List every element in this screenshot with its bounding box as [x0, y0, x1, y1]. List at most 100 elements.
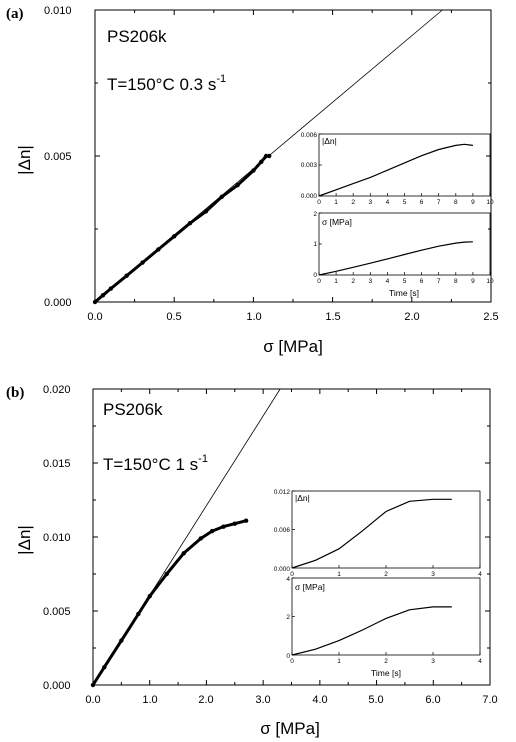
panel-b-xtick-1: 1.0 [142, 694, 157, 706]
panel-b-xtick-5: 5.0 [368, 694, 383, 706]
panel-a-inset-xtick-label: 8 [454, 278, 458, 285]
panel-b-inset-xtick-label: 4 [478, 571, 482, 578]
panel-b-data-point [181, 551, 186, 556]
panel-a-xtick-5: 2.5 [483, 311, 498, 323]
panel-a-xtick-1: 0.5 [166, 311, 181, 323]
panel-b-inset-top: |Δn| 0.012 0.006 0.000 0 1 2 3 4 [274, 489, 482, 578]
panel-a-inset-bottom-ytick-0: 0 [313, 272, 317, 279]
panel-b-label: (b) [6, 385, 24, 401]
panel-b-inset-xtick-label: 4 [478, 658, 482, 665]
panel-a-points [92, 153, 272, 305]
panel-a-condition-label: T=150°C 0.3 s-1 [107, 73, 226, 94]
panel-a-inset-xtick-label: 3 [368, 199, 372, 206]
panel-a-xtick-3: 1.5 [325, 311, 340, 323]
panel-a-ylabel: |Δn| [15, 145, 34, 175]
panel-a-data-point [140, 260, 145, 265]
panel-a-inset-bottom-xlabel: Time [s] [389, 288, 419, 298]
panel-a: (a) 0.000 0.005 0.010 0.0 0.5 1.0 1.5 2.… [6, 5, 499, 356]
panel-a-inset-xtick-label: 4 [386, 278, 390, 285]
panel-b-inset-bottom-ylabel: σ [MPa] [295, 582, 325, 592]
panel-a-data-point [172, 234, 177, 239]
panel-a-inset-top-ytick-0: 0.000 [301, 193, 318, 200]
panel-a-inset-xtick-label: 8 [454, 199, 458, 206]
panel-b-data-point [209, 528, 215, 534]
panel-b-data-point [221, 524, 226, 529]
panel-a-plot-frame [94, 9, 492, 303]
panel-a-data-point [219, 194, 224, 200]
panel-b-xtick-4: 4.0 [312, 694, 327, 706]
panel-b: (b) 0.000 0.005 0.010 0.015 0.020 0.0 1.… [6, 384, 498, 738]
panel-a-inset-bottom-ytick-1: 1 [313, 241, 317, 248]
panel-b-data-point [119, 638, 124, 643]
panel-b-data-point [90, 682, 96, 688]
panel-b-inset-top-ytick-2: 0.012 [274, 489, 291, 496]
panel-b-points [90, 518, 249, 688]
panel-b-ytick-2: 0.010 [43, 532, 71, 544]
panel-a-inset-xtick-label: 9 [471, 199, 475, 206]
panel-a-inset-xtick-label: 4 [386, 199, 390, 206]
panel-a-inset-top: |Δn| 0.006 0.003 0.000 0 1 2 3 4 5 6 7 8 9 10 [301, 132, 494, 206]
panel-b-sample-label: PS206k [103, 400, 163, 419]
panel-b-inset-top-series [291, 498, 452, 569]
panel-a-inset-xtick-label: 2 [351, 199, 355, 206]
panel-a-data-point [263, 153, 269, 159]
panel-a-label: (a) [6, 6, 24, 22]
panel-a-data-point [203, 209, 209, 214]
panel-b-inset-xtick-label: 0 [290, 658, 294, 665]
panel-b-ytick-0: 0.000 [43, 680, 71, 692]
panel-b-data-point [198, 536, 203, 541]
panel-b-data-point [232, 521, 237, 526]
panel-a-ytick-0: 0.000 [44, 297, 72, 309]
panel-a-data-point [124, 273, 129, 278]
panel-a-data-point [187, 220, 193, 226]
panel-b-ytick-4: 0.020 [43, 384, 71, 396]
panel-b-inset-xtick-label: 3 [431, 571, 435, 578]
panel-b-inset-top-ytick-1: 0.006 [274, 527, 291, 534]
panel-b-xtick-2: 2.0 [198, 694, 213, 706]
panel-b-inset-xtick-label: 1 [337, 571, 341, 578]
panel-a-inset-bottom-ylabel: σ [MPa] [322, 217, 352, 227]
panel-a-inset-top-ytick-1: 0.003 [301, 162, 318, 169]
panel-a-data-point [156, 247, 161, 252]
panel-b-inset-top-ylabel: |Δn| [295, 493, 310, 503]
panel-b-xlabel: σ [MPa] [260, 719, 320, 738]
panel-b-inset-bottom-ytick-2: 4 [286, 576, 290, 583]
panel-b-ytick-1: 0.005 [43, 606, 71, 618]
panel-b-condition-label: T=150°C 1 s-1 [103, 453, 208, 474]
panel-a-inset-xtick-label: 10 [486, 278, 494, 285]
panel-a-inset-top-ylabel: |Δn| [322, 136, 337, 146]
panel-b-plot-frame [92, 388, 491, 686]
panel-b-inset-xtick-label: 3 [431, 658, 435, 665]
panel-a-inset-top-series [318, 143, 473, 197]
panel-a-ytick-2: 0.010 [44, 5, 72, 17]
panel-b-xtick-6: 6.0 [425, 694, 440, 706]
panel-b-xtick-7: 7.0 [482, 694, 497, 706]
panel-a-inset-top-ytick-2: 0.006 [301, 132, 318, 139]
panel-a-inset-xtick-label: 9 [471, 278, 475, 285]
panel-a-inset-top-xticks: 0 1 2 3 4 5 6 7 8 9 10 [317, 133, 494, 206]
panel-a-data-point [92, 299, 98, 305]
panel-a-inset-xtick-label: 2 [351, 278, 355, 285]
panel-a-data-point [259, 159, 264, 165]
panel-a-inset-xtick-label: 6 [420, 199, 424, 206]
panel-a-inset-xtick-label: 5 [403, 278, 407, 285]
panel-b-data-point [136, 611, 141, 617]
panel-b-series-line [91, 519, 247, 686]
panel-a-inset-bottom-ytick-2: 2 [313, 211, 317, 218]
panel-a-data-point [100, 293, 106, 298]
panel-a-ytick-1: 0.005 [44, 151, 72, 163]
panel-a-xtick-4: 2.0 [404, 311, 419, 323]
panel-a-sample-label: PS206k [107, 27, 167, 46]
panel-b-data-point [102, 665, 107, 670]
panel-a-inset-xtick-label: 7 [437, 278, 441, 285]
panel-b-inset-top-frame [291, 490, 481, 569]
panel-b-ylabel: |Δn| [15, 525, 34, 555]
panel-a-inset-xtick-label: 10 [486, 199, 494, 206]
panel-b-xtick-0: 0.0 [85, 694, 100, 706]
panel-a-inset-xtick-label: 5 [403, 199, 407, 206]
panel-a-inset-xtick-label: 3 [368, 278, 372, 285]
panel-b-xtick-3: 3.0 [255, 694, 270, 706]
panel-b-inset-xtick-label: 0 [290, 571, 294, 578]
panel-b-inset-bottom: σ [MPa] 4 2 0 0 1 2 3 4 Time [s] [286, 576, 482, 678]
